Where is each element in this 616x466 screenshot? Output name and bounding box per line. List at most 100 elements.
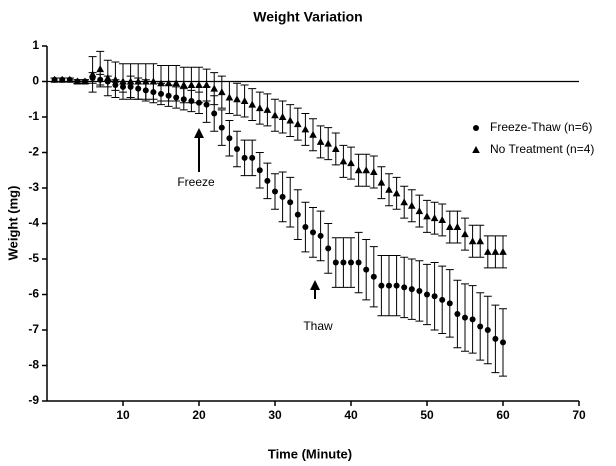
circle-marker (211, 110, 218, 117)
triangle-marker (96, 65, 104, 73)
circle-marker (340, 259, 347, 266)
triangle-marker (309, 130, 317, 138)
triangle-marker (58, 75, 66, 83)
triangle-marker (316, 137, 325, 145)
circle-marker (473, 125, 479, 131)
triangle-marker (142, 77, 150, 85)
triangle-marker (430, 214, 439, 222)
circle-marker (272, 188, 278, 195)
circle-marker (310, 229, 316, 236)
triangle-marker (111, 75, 120, 83)
triangle-marker (126, 77, 135, 85)
circle-marker (203, 101, 210, 108)
circle-marker (249, 154, 256, 161)
circle-marker (279, 193, 286, 200)
x-tick-label: 70 (572, 408, 586, 422)
y-tick-label: -4 (28, 216, 39, 230)
triangle-marker (499, 247, 507, 255)
triangle-marker (104, 73, 112, 81)
triangle-marker (468, 237, 477, 245)
y-tick-label: -6 (28, 287, 39, 301)
triangle-marker (453, 223, 462, 231)
triangle-marker (210, 84, 218, 92)
circle-marker (363, 266, 370, 273)
x-tick-label: 10 (116, 408, 130, 422)
y-tick-label: 0 (32, 74, 39, 88)
triangle-marker (157, 79, 165, 87)
triangle-marker (370, 168, 378, 176)
triangle-marker (472, 146, 480, 153)
triangle-marker (88, 70, 97, 78)
triangle-marker (347, 159, 355, 167)
circle-marker (378, 282, 385, 289)
y-tick-label: -5 (28, 251, 39, 265)
triangle-marker (362, 166, 370, 174)
triangle-marker (225, 93, 234, 101)
y-axis-label: Weight (mg) (5, 186, 20, 261)
triangle-marker (301, 125, 310, 133)
circle-marker (424, 291, 430, 298)
triangle-marker (218, 88, 226, 96)
triangle-marker (50, 75, 59, 83)
legend-label: Freeze-Thaw (n=6) (490, 120, 592, 134)
circle-marker (492, 335, 499, 342)
circle-marker (431, 293, 438, 300)
circle-marker (317, 232, 324, 239)
triangle-marker (408, 201, 416, 209)
circle-marker (416, 287, 423, 294)
triangle-marker (248, 100, 256, 108)
triangle-marker (202, 81, 211, 89)
triangle-marker (195, 81, 203, 89)
triangle-marker (339, 157, 348, 165)
circle-marker (325, 245, 332, 252)
circle-marker (393, 282, 400, 289)
triangle-marker (385, 185, 393, 193)
circle-marker (477, 323, 484, 330)
triangle-marker (263, 105, 272, 113)
triangle-marker (354, 166, 363, 174)
y-tick-label: 1 (32, 38, 39, 52)
triangle-marker (256, 104, 264, 112)
triangle-marker (180, 81, 188, 89)
y-tick-label: -7 (28, 322, 39, 336)
y-tick-label: -9 (28, 393, 39, 407)
triangle-marker (476, 237, 484, 245)
triangle-marker (438, 215, 446, 223)
circle-marker (408, 286, 415, 293)
circle-marker (386, 282, 392, 289)
triangle-marker (149, 77, 158, 85)
circle-marker (302, 224, 309, 231)
circle-marker (439, 296, 446, 303)
legend-label: No Treatment (n=4) (490, 142, 594, 156)
triangle-marker (187, 81, 196, 89)
arrow-head (310, 280, 320, 290)
circle-marker (294, 211, 301, 218)
x-tick-label: 40 (344, 408, 358, 422)
circle-marker (469, 316, 476, 323)
x-tick-label: 60 (496, 408, 510, 422)
triangle-marker (294, 120, 302, 128)
triangle-marker (423, 212, 431, 220)
triangle-marker (119, 77, 127, 85)
circle-marker (218, 124, 225, 131)
triangle-marker (240, 97, 249, 105)
triangle-marker (73, 77, 82, 85)
circle-marker (484, 327, 491, 333)
x-axis-label: Time (Minute) (268, 446, 352, 461)
circle-marker (370, 273, 377, 280)
circle-marker (401, 284, 408, 291)
triangle-marker (400, 198, 408, 206)
circle-marker (355, 259, 362, 266)
circle-marker (241, 154, 248, 161)
triangle-marker (446, 223, 454, 231)
circle-marker (462, 314, 468, 321)
triangle-marker (172, 79, 180, 87)
y-tick-label: -3 (28, 180, 39, 194)
x-tick-label: 20 (192, 408, 206, 422)
circle-marker (332, 259, 339, 266)
triangle-marker (392, 189, 401, 197)
triangle-marker (332, 144, 340, 152)
arrow-head (194, 128, 204, 138)
circle-marker (348, 259, 354, 266)
triangle-marker (461, 230, 469, 238)
